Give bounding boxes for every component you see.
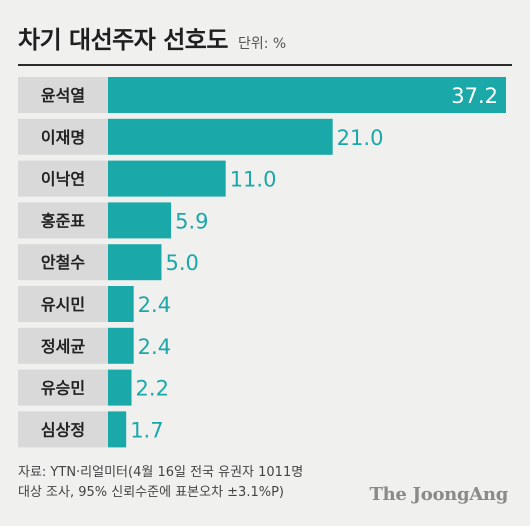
category-label-box — [18, 118, 108, 155]
bar — [108, 244, 162, 281]
category-label-box — [18, 160, 108, 197]
title-row: 차기 대선주자 선호도 단위: % — [18, 20, 286, 55]
category-label: 유시민 — [41, 295, 85, 314]
category-label-box — [18, 244, 108, 281]
value-label: 37.2 — [451, 84, 498, 108]
bar — [108, 369, 132, 406]
category-label: 홍준표 — [41, 211, 85, 230]
category-label: 심상정 — [41, 420, 85, 439]
category-label-box — [18, 327, 108, 364]
value-label: 1.7 — [130, 418, 163, 442]
bar — [108, 160, 226, 197]
category-label: 유승민 — [41, 379, 85, 398]
category-label-box — [18, 369, 108, 406]
title-divider — [18, 64, 512, 66]
category-label: 이낙연 — [41, 170, 85, 189]
value-label: 2.2 — [136, 377, 169, 401]
value-label: 5.9 — [175, 209, 208, 233]
category-label-box — [18, 77, 108, 113]
value-label: 2.4 — [138, 335, 171, 359]
bar — [108, 202, 172, 239]
bar — [108, 286, 134, 322]
source-note: 자료: YTN·리얼미터(4월 16일 전국 유권자 1011명 대상 조사, … — [18, 463, 303, 503]
bar — [108, 327, 134, 364]
value-label: 5.0 — [165, 251, 198, 275]
category-label-box — [18, 202, 108, 239]
unit-label: 단위: % — [237, 36, 287, 52]
value-label: 2.4 — [138, 293, 171, 317]
publisher-logo: The JoongAng — [369, 484, 509, 505]
value-label: 21.0 — [337, 126, 384, 150]
bar — [108, 118, 333, 155]
category-label-box — [18, 411, 108, 448]
category-label: 안철수 — [41, 253, 85, 272]
category-label: 이재명 — [41, 128, 85, 147]
value-label: 11.0 — [230, 168, 277, 192]
bar — [108, 411, 127, 448]
category-label: 윤석열 — [41, 86, 85, 105]
category-label-box — [18, 286, 108, 322]
chart-title: 차기 대선주자 선호도 — [18, 26, 228, 54]
bar — [108, 77, 506, 113]
bar-chart: 윤석열 37.2 이재명 21.0 이낙연 11.0 홍준표 5.9 안철수 5.0 유시민 2.4 정… — [18, 77, 506, 448]
category-label: 정세균 — [41, 337, 85, 356]
source-line-2: 대상 조사, 95% 신뢰수준에 표본오차 ±3.1%P) — [18, 485, 284, 500]
source-line-1: 자료: YTN·리얼미터(4월 16일 전국 유권자 1011명 — [18, 465, 304, 480]
